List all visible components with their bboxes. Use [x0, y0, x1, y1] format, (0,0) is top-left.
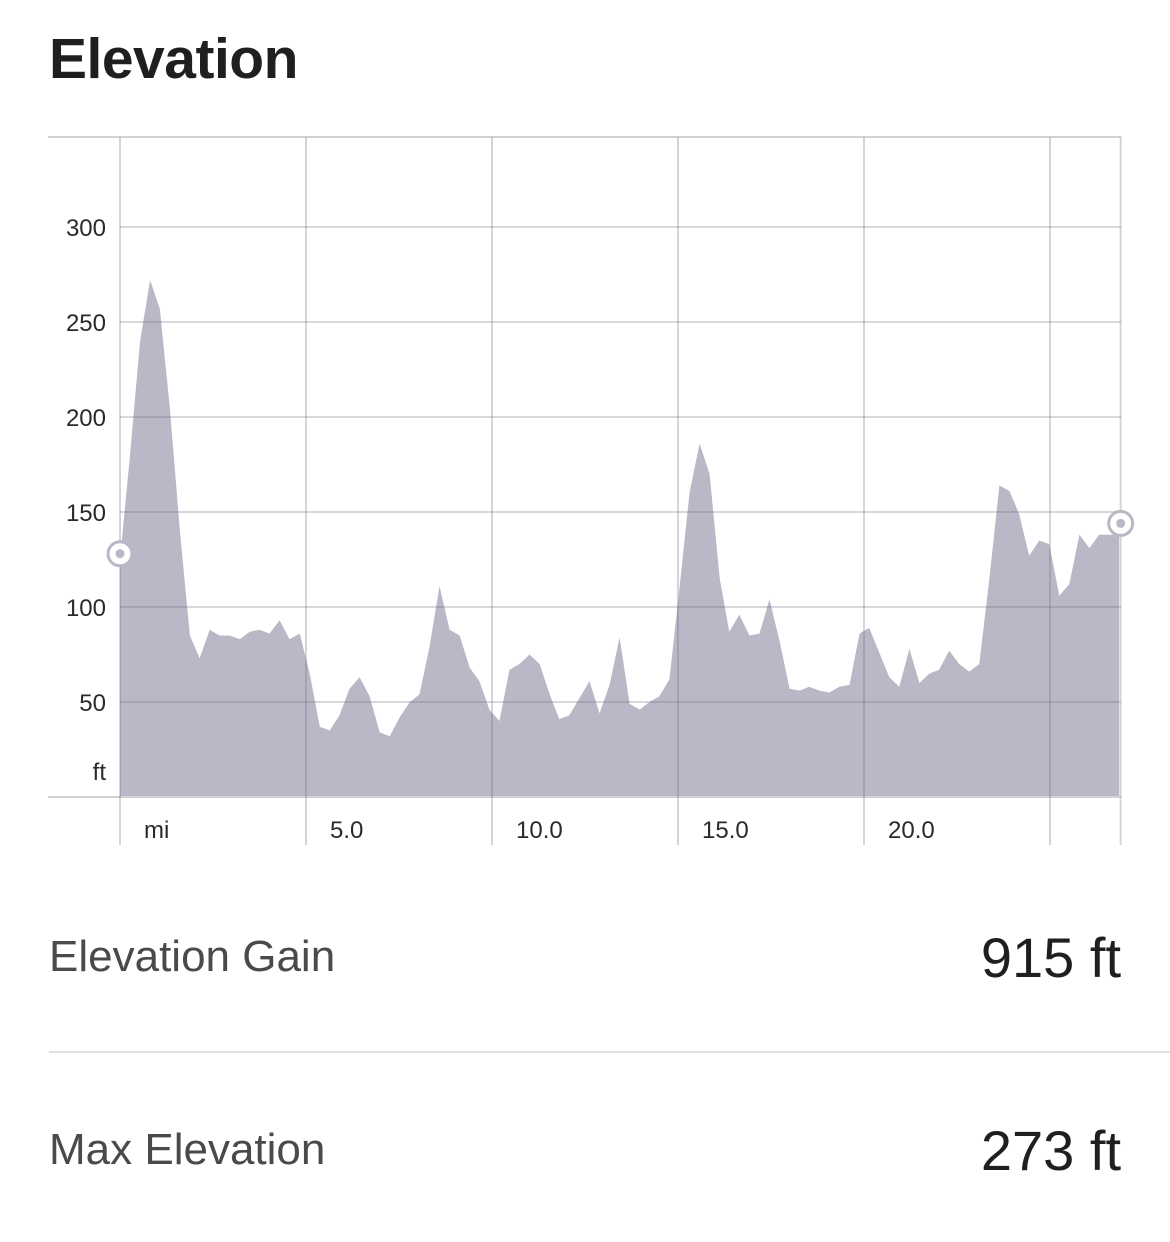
chart-area-layer [120, 280, 1120, 797]
y-tick-label-50: 50 [79, 690, 106, 717]
y-tick-label-150: 150 [66, 500, 106, 527]
x-tick-label-15.0: 15.0 [702, 817, 749, 844]
x-tick-label-20.0: 20.0 [888, 817, 935, 844]
y-tick-label-300: 300 [66, 215, 106, 242]
chart-grid-layer [48, 136, 1122, 845]
elevation-chart: 50 100 150 200 250 300 ft mi 5.0 10.0 15.0 20.0 [48, 136, 1135, 845]
chart-markers-layer [106, 509, 1135, 568]
elevation-chart-svg: 50 100 150 200 250 300 ft mi 5.0 10.0 15.0 20.0 [48, 136, 1135, 845]
y-axis-unit-label: ft [93, 759, 107, 786]
elevation-area [120, 280, 1120, 797]
chart-labels-layer: 50 100 150 200 250 300 ft mi 5.0 10.0 15.0 20.0 [66, 215, 935, 844]
x-axis-unit-label: mi [144, 817, 169, 844]
y-tick-label-200: 200 [66, 405, 106, 432]
y-tick-label-100: 100 [66, 595, 106, 622]
max-elevation-value: 273 ft [980, 1118, 1121, 1182]
max-elevation-row: Max Elevation 273 ft [49, 1090, 1121, 1210]
max-elevation-label: Max Elevation [49, 1125, 326, 1174]
x-tick-label-10.0: 10.0 [516, 817, 563, 844]
y-tick-label-250: 250 [66, 310, 106, 337]
start-marker-dot [115, 549, 125, 559]
page-title: Elevation [49, 27, 298, 91]
elevation-gain-value: 915 ft [980, 925, 1121, 989]
elevation-gain-row: Elevation Gain 915 ft [49, 897, 1121, 1017]
stats-divider [49, 1051, 1170, 1053]
end-marker-dot [1116, 518, 1126, 528]
x-tick-label-5.0: 5.0 [330, 817, 363, 844]
elevation-gain-label: Elevation Gain [49, 932, 336, 981]
